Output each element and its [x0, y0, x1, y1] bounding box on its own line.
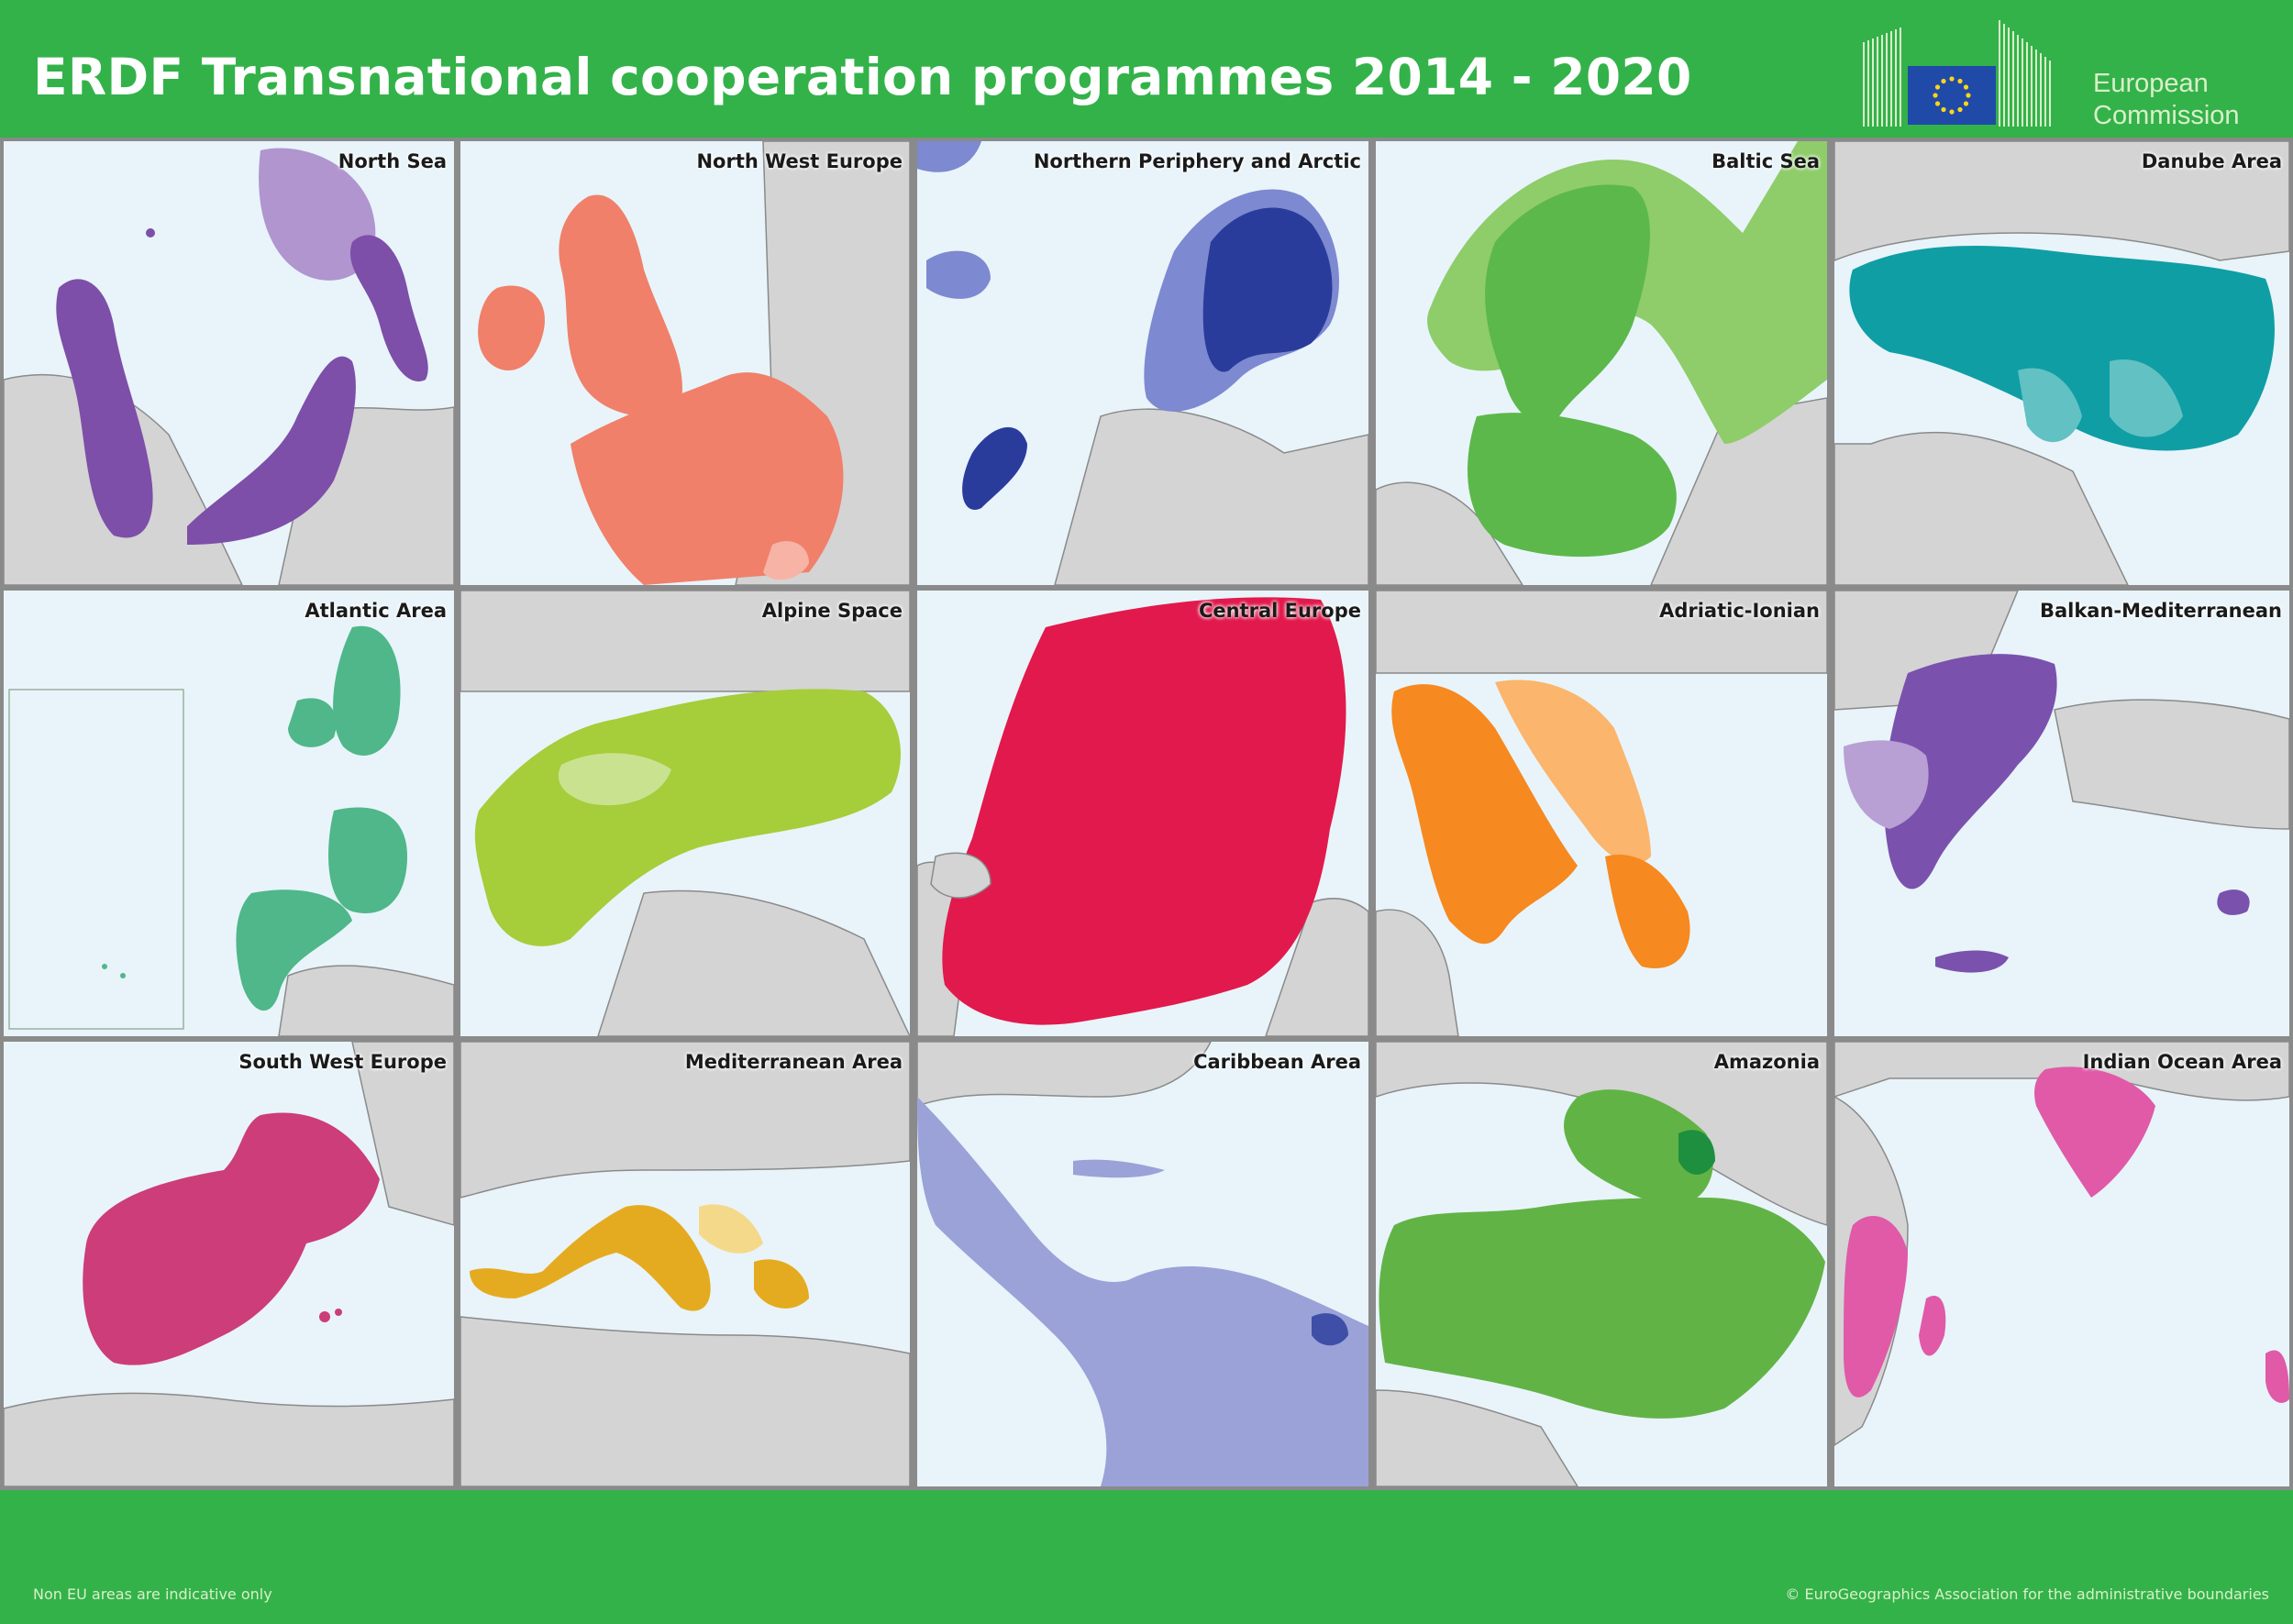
alpine-space-map — [460, 591, 910, 1036]
danube-area-map — [1834, 141, 2289, 585]
mediterranean-area-map — [460, 1042, 910, 1486]
adriatic-ionian-map — [1376, 591, 1827, 1036]
logo-line-commission: Commission — [2093, 101, 2240, 130]
map-panel-balkan-mediterranean: Balkan-Mediterranean — [1834, 591, 2289, 1036]
logo-text: European Commission — [2093, 68, 2240, 132]
north-west-europe-map — [478, 141, 910, 585]
panel-label-north-sea: North Sea — [338, 150, 447, 172]
northern-periphery-map — [917, 141, 1368, 585]
panel-label-alpine-space: Alpine Space — [761, 600, 903, 622]
panel-label-baltic-sea: Baltic Sea — [1711, 150, 1820, 172]
footer: Non EU areas are indicative only © EuroG… — [0, 1490, 2293, 1624]
map-panel-amazonia: Amazonia — [1376, 1042, 1827, 1486]
footnote-copyright: © EuroGeographics Association for the ad… — [1785, 1585, 2269, 1603]
european-commission-logo — [1863, 20, 2051, 127]
balkan-mediterranean-map — [1834, 591, 2289, 973]
panel-label-caribbean-area: Caribbean Area — [1193, 1051, 1361, 1073]
header: ERDF Transnational cooperation programme… — [0, 0, 2293, 138]
programme-map-grid: North Sea North West Europe Northern Per… — [0, 138, 2293, 1490]
map-panel-atlantic-area: Atlantic Area — [4, 591, 454, 1036]
map-panel-adriatic-ionian: Adriatic-Ionian — [1376, 591, 1827, 1036]
panel-label-danube-area: Danube Area — [2141, 150, 2282, 172]
baltic-sea-map — [1376, 141, 1827, 585]
map-panel-south-west-europe: South West Europe — [4, 1042, 454, 1486]
map-panel-alpine-space: Alpine Space — [460, 591, 910, 1036]
panel-label-balkan-mediterranean: Balkan-Mediterranean — [2039, 600, 2282, 622]
map-panel-caribbean-area: Caribbean Area — [917, 1042, 1368, 1486]
panel-label-mediterranean-area: Mediterranean Area — [684, 1051, 903, 1073]
panel-label-south-west-europe: South West Europe — [238, 1051, 447, 1073]
panel-label-central-europe: Central Europe — [1198, 600, 1361, 622]
map-panel-baltic-sea: Baltic Sea — [1376, 141, 1827, 585]
south-west-europe-map — [4, 1042, 454, 1486]
panel-label-northern-periphery-and-arctic: Northern Periphery and Arctic — [1033, 150, 1361, 172]
central-europe-map — [917, 597, 1368, 1036]
atlantic-area-map — [8, 625, 454, 1036]
map-panel-northern-periphery-and-arctic: Northern Periphery and Arctic — [917, 141, 1368, 585]
map-panel-danube-area: Danube Area — [1834, 141, 2289, 585]
map-panel-central-europe: Central Europe — [917, 591, 1368, 1036]
panel-label-amazonia: Amazonia — [1713, 1051, 1820, 1073]
amazonia-map — [1376, 1042, 1827, 1486]
logo-line-european: European — [2093, 69, 2209, 98]
indian-ocean-area-map — [1834, 1042, 2289, 1446]
caribbean-area-map — [917, 1042, 1368, 1486]
map-panel-north-sea: North Sea — [4, 141, 454, 585]
panel-label-atlantic-area: Atlantic Area — [305, 600, 447, 622]
page-title: ERDF Transnational cooperation programme… — [33, 48, 1692, 106]
panel-label-indian-ocean-area: Indian Ocean Area — [2082, 1051, 2282, 1073]
north-sea-map — [4, 148, 454, 585]
map-panel-mediterranean-area: Mediterranean Area — [460, 1042, 910, 1486]
map-panel-north-west-europe: North West Europe — [460, 141, 910, 585]
panel-label-adriatic-ionian: Adriatic-Ionian — [1659, 600, 1820, 622]
map-panel-indian-ocean-area: Indian Ocean Area — [1834, 1042, 2289, 1486]
panel-label-north-west-europe: North West Europe — [696, 150, 903, 172]
footnote-non-eu: Non EU areas are indicative only — [33, 1585, 272, 1603]
eu-flag-icon — [1908, 66, 1996, 125]
